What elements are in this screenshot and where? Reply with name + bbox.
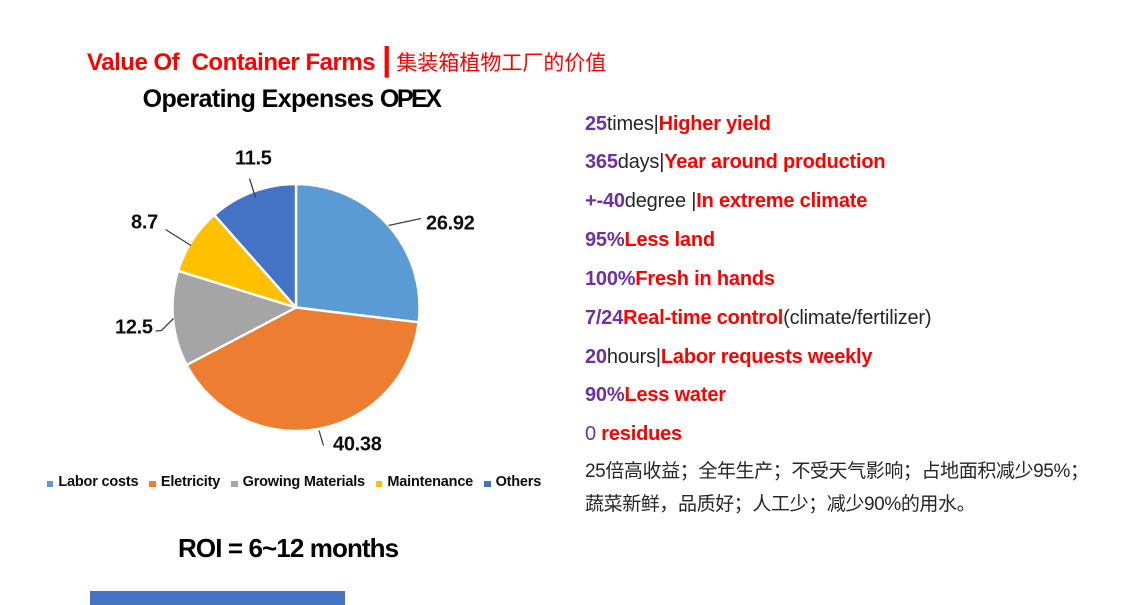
summary-line-2: 蔬菜新鲜，品质好；人工少；减少90%的用水。 <box>585 494 976 515</box>
legend-swatch <box>375 480 383 488</box>
feature-line-5: 100%Fresh in hands <box>585 260 931 299</box>
slide-title: Value Of Container Farms | 集装箱植物工厂的价值 <box>87 40 606 78</box>
pie-chart <box>155 178 422 446</box>
pie-leader-line <box>318 430 325 446</box>
pie-slice-labor-costs <box>294 182 421 324</box>
feature-segment: Less land <box>624 229 715 252</box>
legend-item-maintenance: Maintenance <box>375 474 474 490</box>
pie-value-label: 12.5 <box>115 316 153 339</box>
pie-value-label: 26.92 <box>426 212 475 234</box>
roi-text: ROI = 6~12 months <box>178 533 399 563</box>
feature-segment: +-40 <box>585 190 625 213</box>
legend-label: Growing Materials <box>242 474 365 490</box>
summary-cn: 25倍高收益；全年生产；不受天气影响；占地面积减少95%； 蔬菜新鲜，品质好；人工… <box>585 455 1089 521</box>
chart-title-opex: OPEX <box>379 85 442 113</box>
feature-segment: Real-time control <box>623 306 784 329</box>
feature-segment: Fresh in hands <box>635 267 775 290</box>
feature-segment: In extreme climate <box>696 190 868 213</box>
feature-line-2: 365days|Year around production <box>585 143 931 182</box>
pie-leader-line <box>248 178 257 198</box>
legend-swatch <box>484 480 491 488</box>
pie-leader-line <box>165 228 192 247</box>
feature-segment: Higher yield <box>658 112 771 135</box>
feature-segment: 365 <box>585 151 618 174</box>
feature-segment: 25 <box>585 112 607 135</box>
feature-segment: 90% <box>585 384 625 407</box>
pie-value-label: 40.38 <box>333 433 382 455</box>
pie-value-label: 11.5 <box>235 147 272 170</box>
feature-segment: hours| <box>606 345 661 368</box>
feature-line-3: +-40degree |In extreme climate <box>585 182 931 221</box>
feature-segment: 7/24 <box>585 306 624 329</box>
feature-segment: Year around production <box>664 151 886 174</box>
chart-legend: Labor costs Eletricity Growing Materials Ma… <box>0 473 588 491</box>
slide-title-cn: 集装箱植物工厂的价值 <box>396 52 607 75</box>
feature-segment: residues <box>601 423 682 446</box>
feature-segment: degree <box>624 190 686 213</box>
pie-leader-line <box>155 318 174 332</box>
legend-label: Maintenance <box>387 474 474 490</box>
legend-swatch <box>46 480 54 488</box>
feature-segment: 0 <box>585 423 596 446</box>
chart-title: Operating Expenses OPEX <box>142 85 442 113</box>
pie-slice-eletricity <box>185 306 420 433</box>
legend-swatch <box>231 480 238 488</box>
feature-line-7: 20hours|Labor requests weekly <box>585 338 931 377</box>
feature-segment: days| <box>617 151 665 174</box>
feature-segment: Less water <box>624 384 726 407</box>
legend-item-others: Others <box>484 474 541 490</box>
legend-label: Eletricity <box>160 474 221 490</box>
feature-segment: | <box>685 190 697 213</box>
slide-title-separator: | <box>382 40 392 77</box>
feature-line-8: 90%Less water <box>585 376 931 415</box>
legend-swatch <box>149 480 156 488</box>
pie-value-label: 8.7 <box>131 211 158 234</box>
pie-slice-others <box>213 182 298 309</box>
feature-line-6: 7/24Real-time control(climate/fertilizer… <box>585 299 932 338</box>
feature-segment: Labor requests weekly <box>660 345 873 368</box>
legend-label: Others <box>495 474 542 490</box>
legend-label: Labor costs <box>58 474 139 490</box>
legend-item-growing-materials: Growing Materials <box>231 474 365 490</box>
feature-segment: (climate/fertilizer) <box>783 306 932 329</box>
feature-segment: times| <box>606 112 659 135</box>
legend-item-eletricity: Eletricity <box>149 474 220 490</box>
feature-list: 25times|Higher yield 365days|Year around … <box>585 105 932 455</box>
feature-segment: 100% <box>585 267 636 290</box>
feature-line-9: 0 residues <box>585 415 931 454</box>
feature-segment: 20 <box>585 345 607 368</box>
feature-line-1: 25times|Higher yield <box>585 105 931 144</box>
pie-leader-line <box>388 217 422 227</box>
legend-item-labor-costs: Labor costs <box>46 474 139 490</box>
bottom-accent-bar <box>90 591 345 605</box>
summary-line-1: 25倍高收益；全年生产；不受天气影响；占地面积减少95%； <box>585 461 1089 482</box>
feature-line-4: 95%Less land <box>585 221 931 260</box>
feature-segment: 95% <box>585 229 625 252</box>
slide-title-en: Value Of Container Farms <box>87 49 376 76</box>
